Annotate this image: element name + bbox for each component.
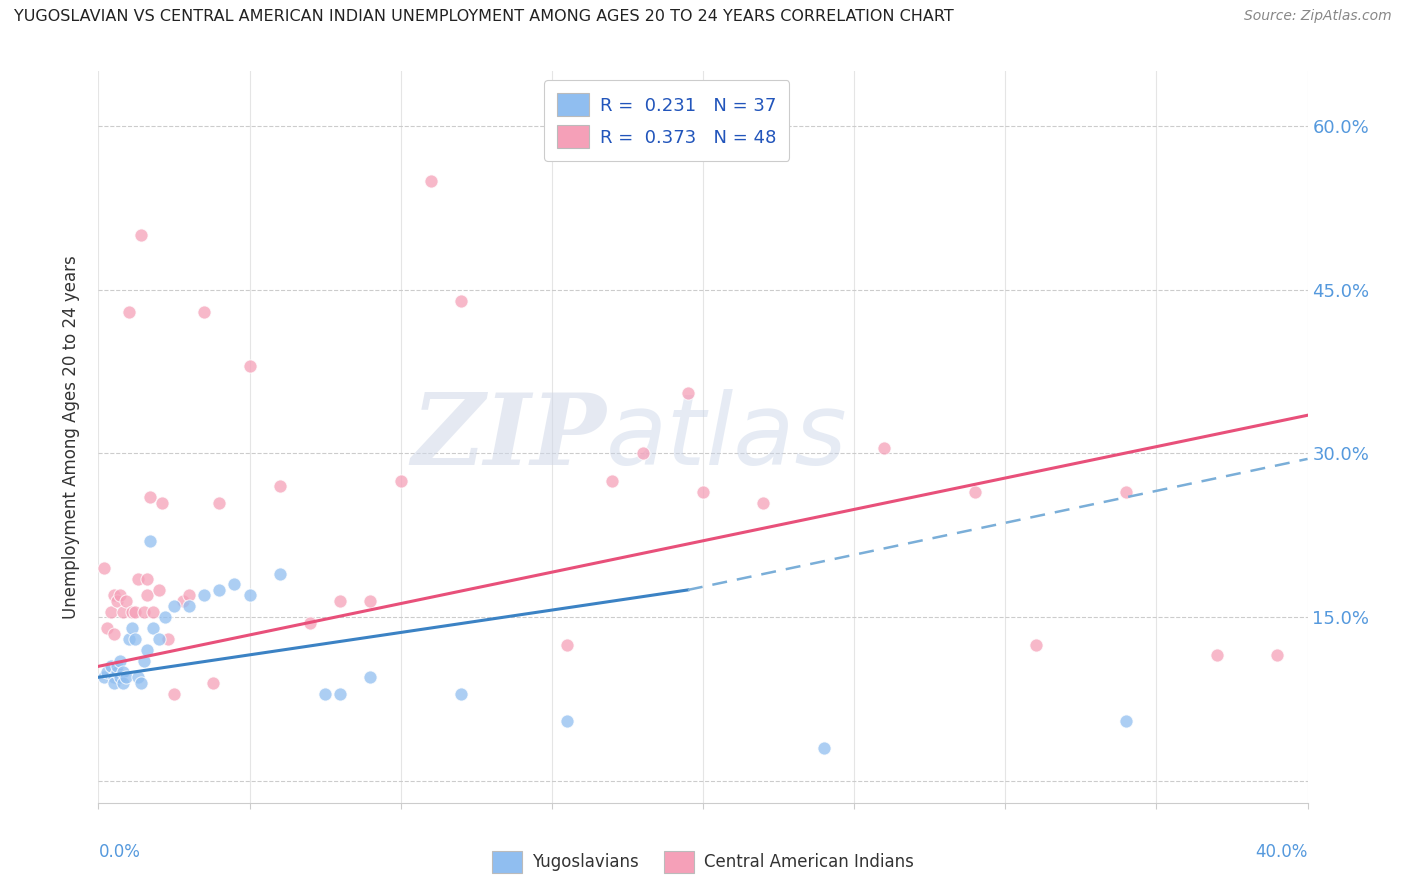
Point — [450, 293, 472, 308]
Point — [314, 687, 336, 701]
Point — [111, 605, 134, 619]
Point — [389, 474, 412, 488]
Point — [132, 605, 155, 619]
Point — [208, 495, 231, 509]
Point — [752, 495, 775, 509]
Point — [105, 594, 128, 608]
Point — [93, 561, 115, 575]
Text: YUGOSLAVIAN VS CENTRAL AMERICAN INDIAN UNEMPLOYMENT AMONG AGES 20 TO 24 YEARS CO: YUGOSLAVIAN VS CENTRAL AMERICAN INDIAN U… — [14, 9, 953, 24]
Point — [239, 359, 262, 373]
Point — [96, 665, 118, 679]
Point — [965, 484, 987, 499]
Point — [1115, 484, 1137, 499]
Point — [269, 479, 291, 493]
Point — [108, 654, 131, 668]
Point — [114, 594, 136, 608]
Point — [1267, 648, 1289, 663]
Point — [1115, 714, 1137, 728]
Point — [148, 582, 170, 597]
Point — [135, 643, 157, 657]
Point — [108, 670, 131, 684]
Point — [360, 594, 382, 608]
Point — [299, 615, 322, 630]
Point — [602, 474, 624, 488]
Point — [269, 566, 291, 581]
Legend: R =  0.231   N = 37, R =  0.373   N = 48: R = 0.231 N = 37, R = 0.373 N = 48 — [544, 80, 789, 161]
Y-axis label: Unemployment Among Ages 20 to 24 years: Unemployment Among Ages 20 to 24 years — [62, 255, 80, 619]
Point — [93, 670, 115, 684]
Point — [631, 446, 654, 460]
Point — [100, 605, 122, 619]
Point — [111, 665, 134, 679]
Point — [127, 572, 149, 586]
Point — [224, 577, 246, 591]
Point — [360, 670, 382, 684]
Point — [139, 490, 162, 504]
Point — [142, 605, 165, 619]
Point — [676, 386, 699, 401]
Point — [153, 610, 176, 624]
Point — [150, 495, 173, 509]
Point — [139, 533, 162, 548]
Point — [105, 659, 128, 673]
Point — [329, 594, 352, 608]
Point — [118, 632, 141, 646]
Point — [420, 173, 443, 187]
Point — [193, 304, 215, 318]
Point — [127, 670, 149, 684]
Text: atlas: atlas — [606, 389, 848, 485]
Text: ZIP: ZIP — [412, 389, 606, 485]
Point — [148, 632, 170, 646]
Point — [121, 621, 143, 635]
Point — [202, 675, 225, 690]
Point — [103, 670, 125, 684]
Point — [1206, 648, 1229, 663]
Point — [208, 582, 231, 597]
Point — [118, 304, 141, 318]
Point — [193, 588, 215, 602]
Point — [172, 594, 194, 608]
Point — [124, 605, 146, 619]
Point — [239, 588, 262, 602]
Point — [111, 675, 134, 690]
Point — [450, 687, 472, 701]
Point — [135, 572, 157, 586]
Point — [103, 588, 125, 602]
Point — [132, 654, 155, 668]
Text: 0.0%: 0.0% — [98, 843, 141, 861]
Point — [108, 588, 131, 602]
Point — [96, 621, 118, 635]
Point — [103, 675, 125, 690]
Point — [179, 599, 201, 614]
Point — [105, 665, 128, 679]
Text: Source: ZipAtlas.com: Source: ZipAtlas.com — [1244, 9, 1392, 23]
Point — [142, 621, 165, 635]
Point — [813, 741, 835, 756]
Point — [179, 588, 201, 602]
Point — [156, 632, 179, 646]
Point — [129, 675, 152, 690]
Point — [114, 670, 136, 684]
Point — [873, 441, 896, 455]
Point — [103, 626, 125, 640]
Point — [1024, 638, 1046, 652]
Point — [329, 687, 352, 701]
Point — [121, 605, 143, 619]
Point — [135, 588, 157, 602]
Point — [555, 714, 578, 728]
Point — [555, 638, 578, 652]
Point — [100, 659, 122, 673]
Legend: Yugoslavians, Central American Indians: Yugoslavians, Central American Indians — [485, 845, 921, 880]
Point — [692, 484, 714, 499]
Point — [129, 228, 152, 243]
Text: 40.0%: 40.0% — [1256, 843, 1308, 861]
Point — [163, 687, 186, 701]
Point — [124, 632, 146, 646]
Point — [163, 599, 186, 614]
